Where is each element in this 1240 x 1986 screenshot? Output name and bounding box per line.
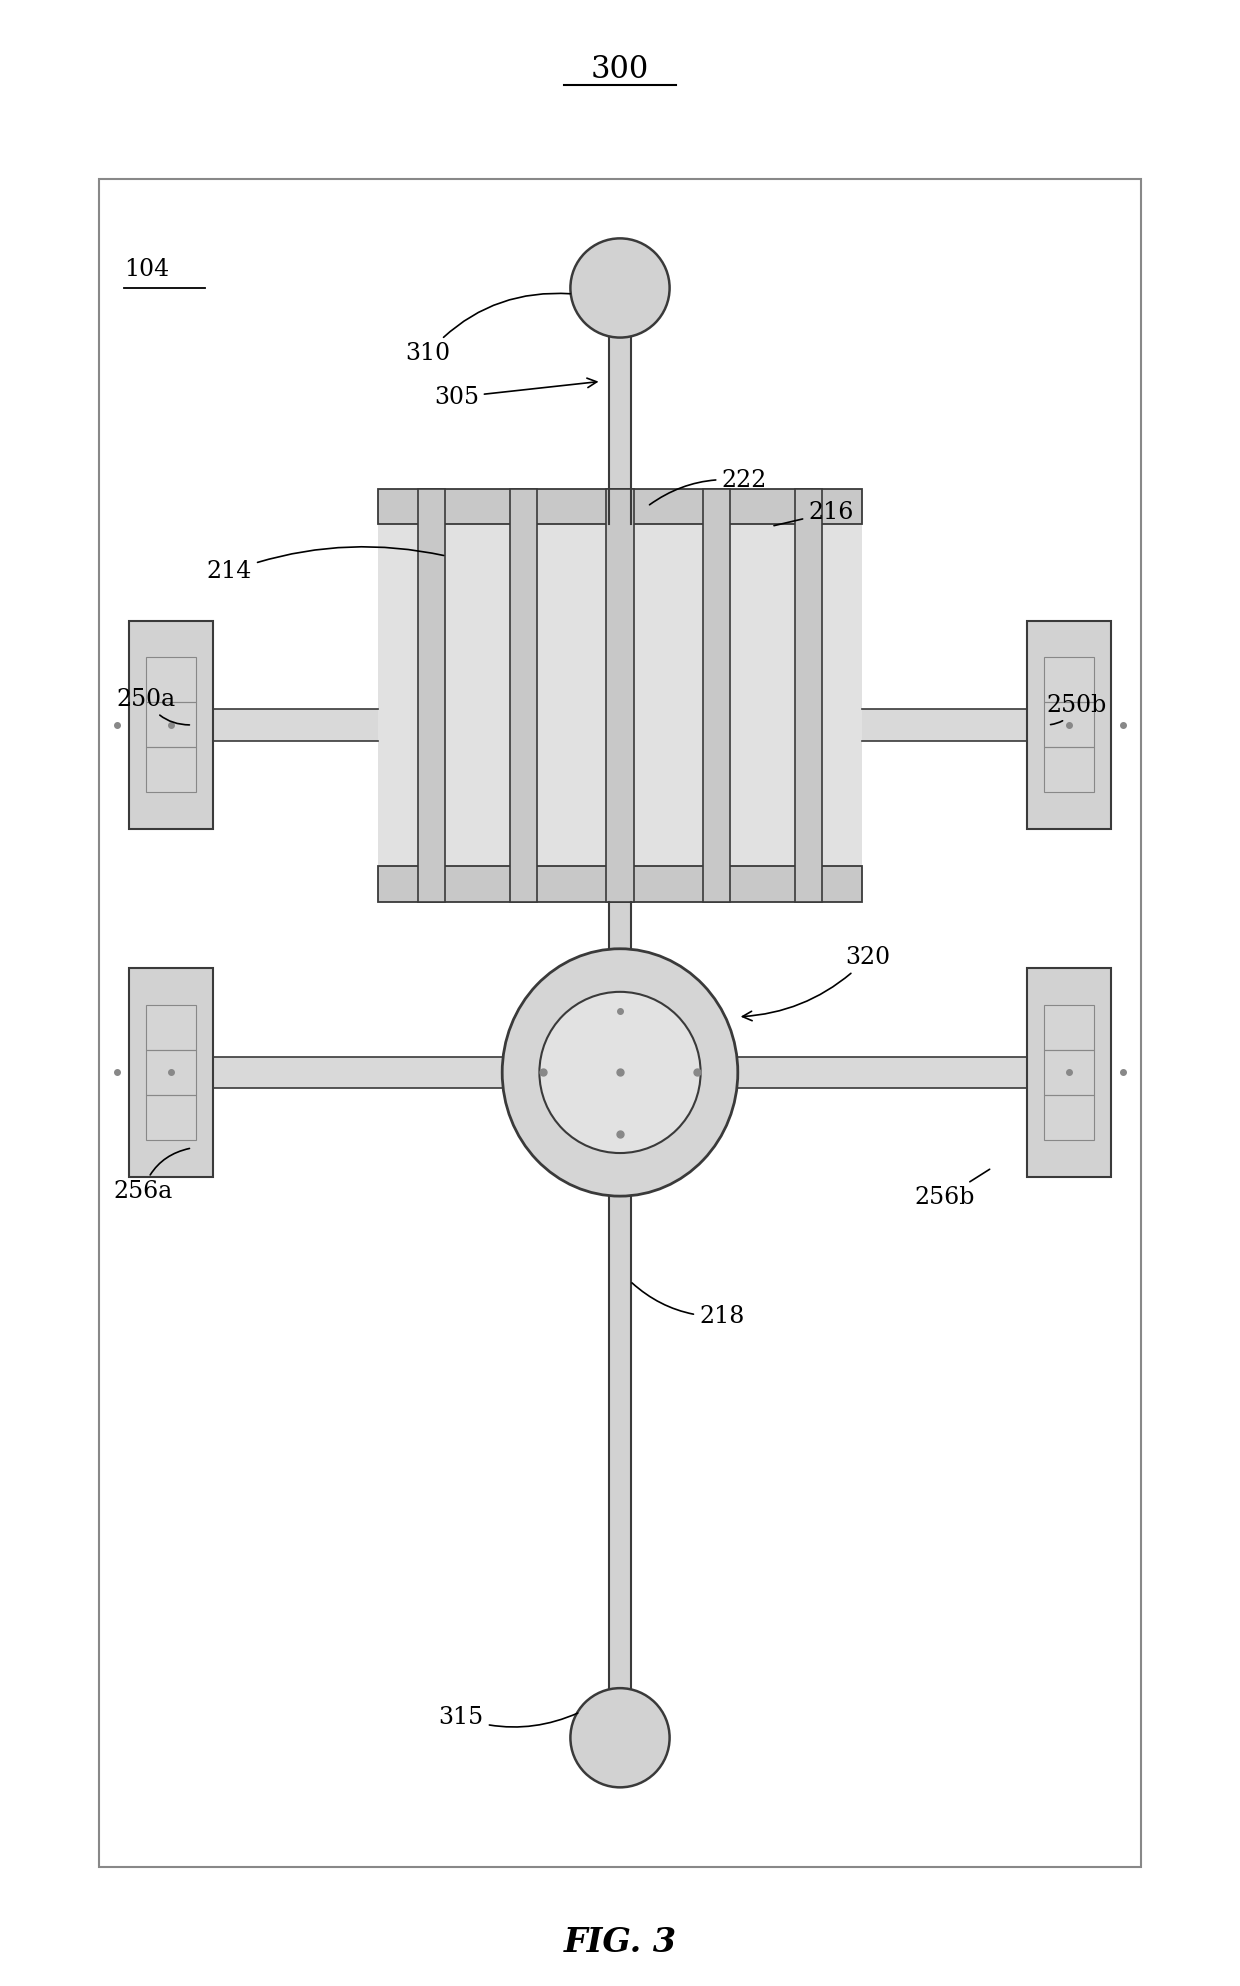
Text: 256a: 256a	[113, 1148, 190, 1204]
Bar	[1044, 1051, 1094, 1094]
Text: 310: 310	[405, 294, 570, 365]
Bar	[1027, 967, 1111, 1176]
Bar	[1044, 1094, 1094, 1140]
Text: FIG. 3: FIG. 3	[563, 1926, 677, 1958]
Bar	[146, 747, 196, 792]
Text: 320: 320	[743, 945, 890, 1021]
Bar	[129, 620, 213, 830]
Bar	[1044, 1094, 1094, 1140]
Bar	[378, 506, 862, 884]
Bar	[609, 1196, 631, 1698]
Text: 216: 216	[774, 500, 853, 526]
Bar	[213, 1057, 502, 1088]
Bar	[1027, 967, 1111, 1176]
Text: 104: 104	[124, 258, 169, 282]
Text: 222: 222	[650, 469, 766, 504]
Bar	[129, 967, 213, 1176]
Bar	[146, 1005, 196, 1051]
Bar	[1044, 657, 1094, 703]
Bar	[1044, 657, 1094, 703]
Bar	[378, 866, 862, 902]
Bar	[146, 1051, 196, 1094]
Bar	[1044, 1051, 1094, 1094]
Ellipse shape	[570, 1688, 670, 1787]
Bar	[1044, 703, 1094, 747]
Bar	[146, 1094, 196, 1140]
Bar	[1044, 1005, 1094, 1051]
Bar	[738, 1057, 1027, 1088]
Bar	[609, 902, 631, 949]
Bar	[1044, 747, 1094, 792]
Bar	[1044, 703, 1094, 747]
Bar	[213, 709, 378, 741]
Bar	[510, 489, 537, 902]
Bar	[1044, 1005, 1094, 1051]
Text: 256b: 256b	[915, 1170, 990, 1209]
Bar	[146, 657, 196, 703]
Bar	[129, 967, 213, 1176]
Bar	[609, 328, 631, 524]
Text: 315: 315	[439, 1706, 578, 1730]
Bar	[795, 489, 822, 902]
Bar	[146, 703, 196, 747]
Text: 305: 305	[434, 377, 596, 409]
Text: 300: 300	[591, 54, 649, 85]
Bar	[146, 703, 196, 747]
Bar	[1027, 620, 1111, 830]
Bar	[146, 657, 196, 703]
Bar	[1027, 620, 1111, 830]
Text: 250b: 250b	[1047, 693, 1106, 725]
Ellipse shape	[570, 238, 670, 338]
Bar	[129, 620, 213, 830]
Bar	[146, 1051, 196, 1094]
Bar	[703, 489, 730, 902]
Bar	[1044, 747, 1094, 792]
Text: 214: 214	[207, 546, 444, 584]
Ellipse shape	[539, 991, 701, 1154]
Bar	[378, 489, 862, 524]
Text: 218: 218	[632, 1283, 744, 1329]
Bar	[606, 489, 634, 902]
Bar	[418, 489, 445, 902]
Bar	[99, 179, 1141, 1867]
Ellipse shape	[502, 949, 738, 1196]
Text: 250a: 250a	[117, 687, 190, 725]
Bar	[862, 709, 1027, 741]
Bar	[146, 1094, 196, 1140]
Bar	[146, 747, 196, 792]
Bar	[146, 1005, 196, 1051]
